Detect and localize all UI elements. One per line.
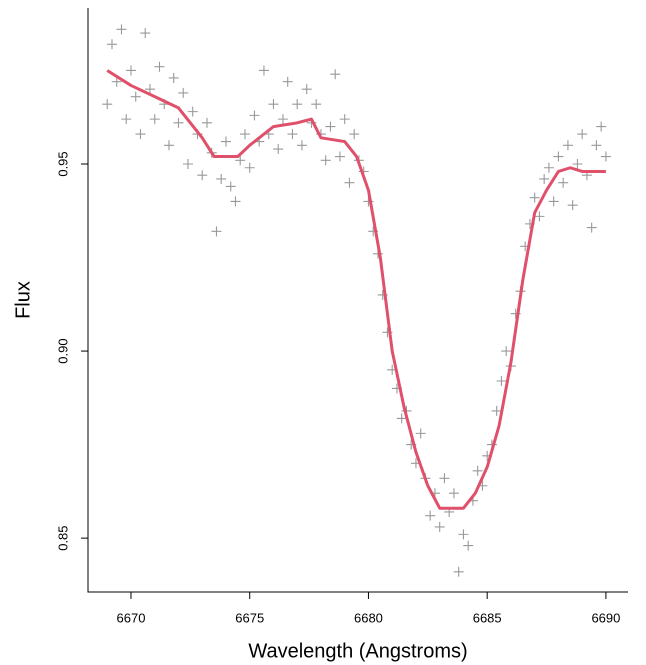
point	[529, 192, 540, 203]
point	[491, 405, 502, 416]
point	[111, 76, 122, 87]
point	[586, 222, 597, 233]
point	[567, 200, 578, 211]
point	[396, 413, 407, 424]
point	[173, 117, 184, 128]
point	[235, 155, 246, 166]
point	[140, 28, 151, 39]
point	[211, 226, 222, 237]
point	[349, 129, 360, 140]
point	[135, 129, 146, 140]
point	[197, 170, 208, 181]
point	[320, 155, 331, 166]
point	[596, 121, 607, 132]
point	[106, 39, 117, 50]
point	[249, 110, 260, 121]
point	[116, 24, 127, 35]
point	[472, 465, 483, 476]
point	[268, 99, 279, 110]
point	[230, 196, 241, 207]
x-tick-label: 6680	[354, 610, 383, 625]
x-tick-label: 6685	[473, 610, 502, 625]
y-axis-title: Flux	[12, 281, 34, 319]
point	[548, 196, 559, 207]
point	[496, 375, 507, 386]
point	[301, 84, 312, 95]
point	[591, 140, 602, 151]
point	[102, 99, 113, 110]
point	[577, 129, 588, 140]
y-tick-label: 0.95	[55, 151, 70, 176]
point	[144, 84, 155, 95]
point	[458, 529, 469, 540]
point	[130, 91, 141, 102]
point	[225, 181, 236, 192]
point	[463, 540, 474, 551]
point	[154, 61, 165, 72]
point	[415, 428, 426, 439]
point	[539, 173, 550, 184]
point	[168, 72, 179, 83]
point	[277, 114, 288, 125]
point	[543, 162, 554, 173]
x-tick-label: 6670	[117, 610, 146, 625]
point	[339, 114, 350, 125]
point	[201, 117, 212, 128]
x-axis-title: Wavelength (Angstroms)	[248, 640, 467, 662]
point	[220, 136, 231, 147]
point	[425, 510, 436, 521]
point	[439, 473, 450, 484]
point	[273, 144, 284, 155]
point	[558, 177, 569, 188]
point	[311, 99, 322, 110]
point	[325, 121, 336, 132]
point	[187, 106, 198, 117]
point	[292, 99, 303, 110]
point	[534, 211, 545, 222]
point	[149, 114, 160, 125]
point	[287, 129, 298, 140]
point	[553, 151, 564, 162]
point	[600, 151, 611, 162]
y-tick-label: 0.85	[55, 525, 70, 550]
point	[453, 566, 464, 577]
x-tick-label: 6675	[235, 610, 264, 625]
point	[434, 521, 445, 532]
point	[562, 140, 573, 151]
point	[244, 162, 255, 173]
point	[448, 488, 459, 499]
point	[125, 65, 136, 76]
point	[330, 69, 341, 80]
point	[178, 87, 189, 98]
point	[182, 159, 193, 170]
point	[121, 114, 132, 125]
point	[163, 140, 174, 151]
point	[344, 177, 355, 188]
point	[282, 76, 293, 87]
axes	[87, 8, 628, 593]
point	[239, 129, 250, 140]
fit-line	[106, 69, 606, 510]
point	[258, 65, 269, 76]
point	[501, 346, 512, 357]
point	[334, 151, 345, 162]
y-tick-label: 0.90	[55, 338, 70, 363]
point	[572, 159, 583, 170]
point	[216, 173, 227, 184]
x-tick-label: 6690	[591, 610, 620, 625]
point	[296, 140, 307, 151]
